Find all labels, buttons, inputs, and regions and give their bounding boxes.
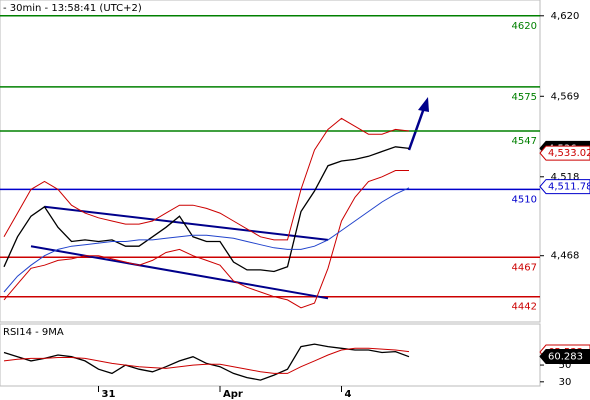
x-tick-label: 4 (345, 389, 352, 400)
price-tag (539, 145, 590, 161)
line-series (3, 146, 410, 273)
price-tag (539, 179, 590, 195)
line-series (3, 343, 410, 381)
price-tag-label: 4,511.78 (548, 182, 590, 193)
level-label: 4467 (512, 262, 537, 273)
price-tag-label: 60.283 (548, 351, 583, 362)
x-tick-label: 31 (102, 389, 116, 400)
y-tick-label: 30 (559, 377, 572, 388)
chart-title: - 30min - 13:58:41 (UTC+2) (3, 3, 142, 14)
level-label: 4547 (512, 136, 537, 147)
trendline (44, 205, 329, 241)
line-series (3, 347, 410, 374)
title-box (1, 325, 73, 338)
main-panel (0, 0, 541, 323)
arrow (407, 97, 429, 151)
line-series (3, 187, 410, 293)
x-tick-label: Apr (223, 389, 243, 400)
y-tick-label: 50 (559, 360, 572, 371)
title-box (1, 1, 166, 14)
line-series (3, 170, 409, 309)
y-tick-label: 4,569 (551, 91, 580, 102)
level-label: 4442 (512, 302, 537, 313)
price-tag (539, 348, 590, 364)
y-tick-label: 4,518 (551, 172, 580, 183)
price-tag-label: 4,533.02 (548, 148, 590, 159)
level-label: 4575 (512, 92, 537, 103)
level-label: 4620 (512, 21, 537, 32)
trendline (30, 245, 329, 300)
y-tick-label: 4,620 (551, 11, 580, 22)
rsi-panel (0, 323, 541, 387)
line-series (3, 117, 410, 241)
chart-title: RSI14 - 9MA (3, 327, 64, 338)
y-tick-label: 4,468 (551, 251, 580, 262)
level-label: 4510 (512, 194, 537, 205)
